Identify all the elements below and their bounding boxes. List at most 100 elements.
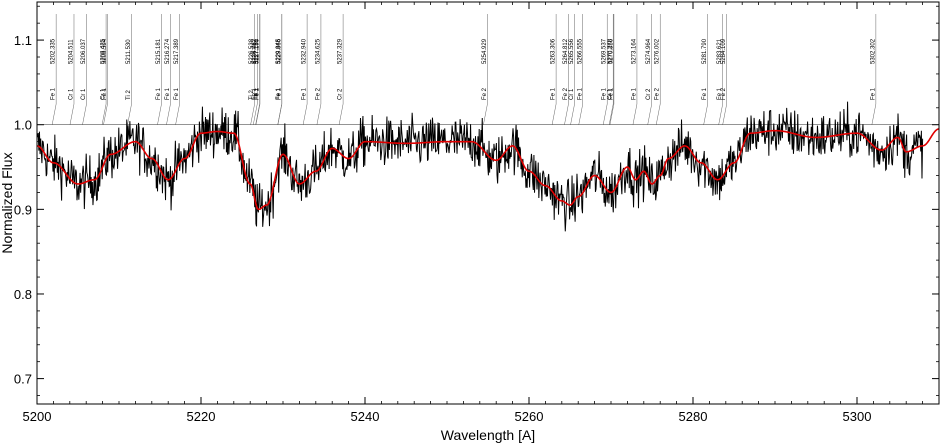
line-id-mark: 5269.537 Fe 1	[602, 14, 608, 125]
line-wavelength-label: 5226.862	[252, 38, 258, 64]
line-element-label: Cr 1	[608, 88, 614, 100]
line-id-mark: 5270.356 Fe 1	[608, 14, 614, 125]
line-wavelength-label: 5215.181	[156, 38, 162, 64]
model-spectrum-line	[36, 128, 940, 211]
line-element-label: Fe 1	[602, 87, 608, 100]
line-element-label: Fe 1	[51, 87, 57, 100]
line-element-label: Fe 2	[655, 87, 661, 100]
line-id-mark: 5232.940 Fe 1	[302, 14, 308, 125]
line-wavelength-label: 5226.538	[249, 38, 255, 64]
line-wavelength-label: 5208.594	[102, 38, 108, 64]
line-id-pointer	[703, 103, 708, 125]
line-id-pointer	[157, 103, 162, 125]
line-id-mark: 5283.621 Fe 1	[717, 14, 723, 125]
line-wavelength-label: 5206.037	[81, 38, 87, 64]
line-id-mark: 5234.625 Fe 2	[315, 14, 321, 125]
line-id-mark: 5206.037 Cr 1	[81, 14, 87, 125]
line-id-pointer	[51, 103, 57, 125]
line-wavelength-label: 5216.274	[165, 38, 171, 64]
line-wavelength-label: 5270.270	[608, 38, 614, 64]
line-id-mark: 5227.151 Fe 1	[254, 14, 260, 125]
line-id-mark: 5302.302 Fe 1	[870, 14, 876, 125]
line-id-mark: 5264.812 Fe 2	[563, 14, 569, 125]
line-id-mark: 5215.181 Fe 1	[156, 14, 162, 125]
line-id-pointer	[655, 103, 661, 125]
line-id-pointer	[316, 103, 322, 125]
line-id-pointer	[166, 103, 171, 125]
line-id-mark: 5273.164 Fe 1	[631, 14, 637, 125]
y-tick-label: 0.7	[14, 372, 32, 387]
line-element-label: Cr 1	[569, 88, 575, 100]
line-id-pointer	[69, 103, 75, 125]
line-wavelength-label: 5232.940	[302, 38, 308, 64]
y-tick-label: 1.0	[14, 118, 32, 133]
line-element-label: Fe 1	[608, 87, 614, 100]
line-id-pointer	[647, 103, 652, 125]
line-id-pointer	[483, 103, 488, 125]
line-id-mark: 5202.335 Fe 1	[51, 14, 57, 125]
line-element-label: Fe 1	[870, 87, 876, 100]
line-id-mark: 5208.594 Fe 1	[102, 14, 108, 125]
line-wavelength-label: 5263.306	[551, 38, 557, 64]
line-id-pointer	[718, 103, 723, 125]
line-wavelength-label: 5284.109	[721, 38, 727, 64]
line-id-pointer	[127, 103, 132, 125]
x-tick-label: 5280	[679, 409, 708, 424]
line-element-label: Fe 1	[302, 87, 308, 100]
line-id-pointer	[82, 103, 87, 125]
line-wavelength-label: 5204.511	[68, 39, 74, 64]
line-id-pointer	[608, 103, 614, 125]
line-id-pointer	[602, 103, 608, 125]
line-id-pointer	[338, 103, 344, 125]
line-id-mark: 5229.866 Fe 1	[276, 14, 282, 125]
line-id-mark: 5254.929 Fe 2	[482, 14, 488, 125]
line-id-mark: 5226.862 Fe 1	[252, 14, 258, 125]
x-tick-label: 5260	[515, 409, 544, 424]
line-element-label: Cr 2	[646, 88, 652, 100]
line-element-label: Fe 1	[276, 87, 282, 100]
line-wavelength-label: 5202.335	[51, 38, 57, 64]
line-id-pointer	[175, 103, 180, 125]
line-element-label: Fe 2	[315, 87, 321, 100]
line-id-mark: 5274.964 Cr 2	[646, 14, 652, 125]
line-id-mark: 5284.109 Fe 2	[721, 14, 727, 125]
line-id-mark: 5263.306 Fe 1	[551, 14, 557, 125]
line-id-mark: 5211.530 Ti 2	[126, 14, 132, 125]
x-tick-label: 5220	[187, 409, 216, 424]
line-element-label: Cr 2	[338, 88, 344, 100]
line-element-label: Fe 2	[721, 87, 727, 100]
line-id-mark: 5227.190 Fe 1	[254, 14, 260, 125]
line-identification-layer: 5202.335 Fe 1 5204.511 Cr 1 5206.037 Cr 1 5208…	[51, 14, 876, 125]
line-id-mark: 5216.274 Fe 1	[165, 14, 171, 125]
line-element-label: Fe 1	[165, 87, 171, 100]
line-id-pointer	[570, 103, 575, 125]
line-id-mark: 5281.790 Fe 1	[702, 14, 708, 125]
line-element-label: Cr 1	[68, 88, 74, 100]
line-id-pointer	[578, 103, 583, 125]
line-wavelength-label: 5302.302	[870, 38, 876, 64]
line-wavelength-label: 5234.625	[315, 38, 321, 64]
line-element-label: Fe 1	[174, 87, 180, 100]
line-element-label: Ti 2	[249, 90, 255, 100]
line-wavelength-label: 5283.621	[717, 38, 723, 64]
line-id-pointer	[277, 103, 283, 125]
line-element-label: Ti 2	[126, 90, 132, 100]
line-element-label: Cr 1	[81, 88, 87, 100]
x-tick-label: 5240	[351, 409, 380, 424]
line-id-pointer	[722, 103, 727, 125]
line-element-label: Fe 1	[254, 87, 260, 100]
line-element-label: Fe 1	[551, 87, 557, 100]
line-wavelength-label: 5211.530	[126, 39, 132, 64]
line-id-pointer	[632, 103, 638, 125]
line-wavelength-label: 5229.866	[276, 38, 282, 64]
line-wavelength-label: 5227.151	[254, 38, 260, 64]
line-wavelength-label: 5208.425	[101, 38, 107, 64]
line-id-pointer	[103, 103, 108, 125]
line-wavelength-label: 5269.537	[602, 38, 608, 64]
axis-ticks: 5200 5220 5240 5260 5280 5300 0.7 0.8 0.9 1.0 1.1	[14, 2, 940, 424]
line-element-label: Fe 1	[276, 87, 282, 100]
line-id-mark: 5270.270 Cr 1	[608, 14, 614, 125]
x-axis-title: Wavelength [A]	[441, 427, 535, 443]
line-id-pointer	[250, 103, 255, 125]
